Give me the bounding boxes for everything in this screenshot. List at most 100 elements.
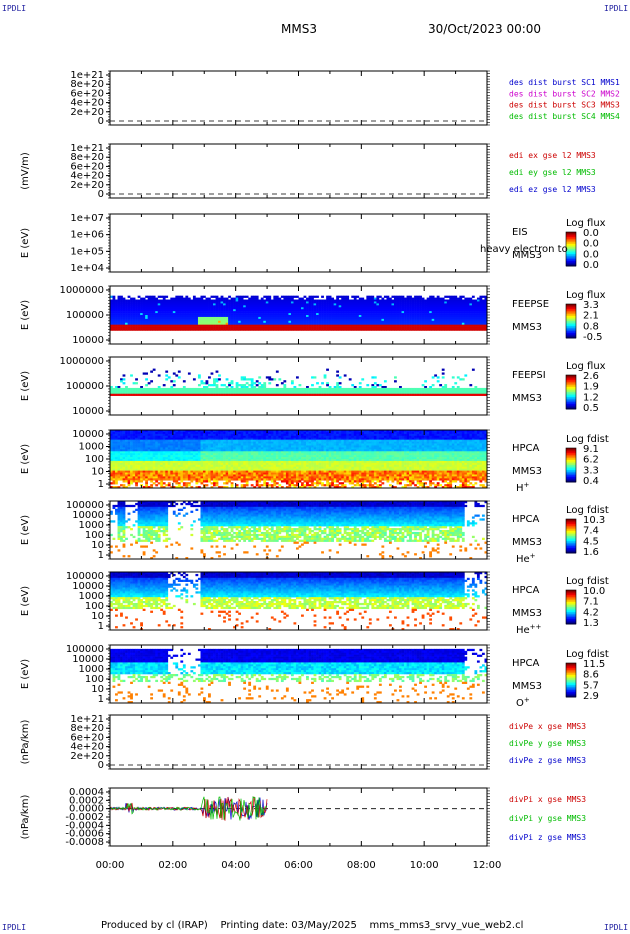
panel-divpi-legend-2: divPi z gse MMS3: [509, 833, 586, 842]
panel-hpca-he-ytick-label: 100: [85, 530, 104, 541]
panel-hpca-h-cbar-cell: [566, 480, 576, 483]
panel-feepse-cbar-tick: 2.1: [583, 311, 599, 322]
panel-edi-e-ytick-label: 6e+20: [70, 161, 104, 172]
panel-feepse-cbar-cell: [566, 304, 576, 307]
panel-feepsi-cbar-title: Log flux: [566, 361, 606, 372]
panel-hpca-h-instrument: HPCA: [512, 443, 540, 454]
panel-hpca-he2-cbar-cell: [566, 590, 576, 593]
panel-hpca-h-cbar-cell: [566, 448, 576, 451]
panel-hpca-o-cbar-cell: [566, 691, 576, 695]
panel-eis-ytick-label: 1e+06: [70, 230, 104, 241]
panel-hpca-he-cbar-cell: [566, 519, 576, 522]
corner-label-br: IPDLI: [604, 923, 629, 932]
panel-feepse-cbar-tick: 0.8: [583, 321, 599, 332]
panel-hpca-h-ytick-label: 10: [91, 467, 104, 478]
panel-hpca-he2-cbar-cell: [566, 598, 576, 601]
panel-hpca-he2-cbar-title: Log fdist: [566, 576, 609, 587]
panel-feepsi-cbar-cell: [566, 381, 576, 384]
panel-eis-cbar-cell: [566, 242, 576, 245]
panel-feepsi-cbar-tick: 0.5: [583, 403, 599, 414]
panel-hpca-o-cbar-tick: 2.9: [583, 691, 599, 702]
panel-hpca-o-cbar-cell: [566, 680, 576, 683]
panel-edi-e-ytick-label: 2e+20: [70, 180, 104, 191]
panel-eis-cbar-cell: [566, 240, 576, 243]
panel-hpca-o-cbar-title: Log fdist: [566, 649, 609, 660]
x-tick-label: 06:00: [284, 860, 313, 871]
panel-hpca-h-cbar-cell: [566, 476, 576, 480]
panel-feepsi-cbar-cell: [566, 403, 576, 407]
spacecraft-title: MMS3: [281, 22, 317, 36]
panel-eis-cbar-cell: [566, 235, 576, 238]
panel-hpca-he2-spacecraft: MMS3: [512, 608, 542, 619]
panel-feepse-ylabel: E (eV): [20, 300, 31, 330]
panel-feepsi-cbar-cell: [566, 386, 576, 390]
panel-hpca-o-ylabel: E (eV): [20, 659, 31, 689]
x-tick-label: 00:00: [96, 860, 125, 871]
panel-hpca-he2-ytick-label: 100: [85, 601, 104, 612]
panel-eis-cbar-cell: [566, 252, 576, 255]
panel-feepsi-cbar-tick: 2.6: [583, 371, 599, 382]
panel-feepse-cbar-cell: [566, 312, 576, 315]
panel-eis-cbar-cell: [566, 259, 576, 262]
panel-feepsi-cbar-cell: [566, 383, 576, 386]
panel-eis-cbar-cell: [566, 232, 576, 235]
panel-divpi-ytick-label: -0.0004: [65, 820, 104, 831]
panel-hpca-he-cbar-cell: [566, 549, 576, 552]
panel-hpca-he-cbar-cell: [566, 544, 576, 547]
panel-feepse-ytick-label: 100000: [66, 310, 104, 321]
panel-eis-frame: [109, 213, 488, 273]
panel-feepsi-cbar-cell: [566, 393, 576, 396]
panel-des-dist-ytick-label: 4e+20: [70, 98, 104, 109]
panel-hpca-o-cbar-cell: [566, 683, 576, 686]
panel-divpi-legend-1: divPi y gse MMS3: [509, 814, 586, 823]
panel-hpca-o-ytick-label: 100000: [66, 644, 104, 655]
panel-hpca-he2-cbar-tick: 7.1: [583, 597, 599, 608]
panel-hpca-o-spacecraft: MMS3: [512, 681, 542, 692]
panel-feepse-cbar-cell: [566, 334, 576, 337]
panel-des-dist-legend-3: des dist burst SC4 MMS4: [509, 112, 620, 121]
panel-des-dist-legend-0: des dist burst SC1 MMS1: [509, 78, 620, 87]
date-title: 30/Oct/2023 00:00: [428, 22, 542, 36]
panel-hpca-o-cbar-cell: [566, 695, 576, 698]
panel-hpca-he-cbar-cell: [566, 530, 576, 534]
panel-hpca-he-cbar-tick: 1.6: [583, 547, 599, 558]
panel-hpca-he-cbar-cell: [566, 536, 576, 539]
panel-hpca-h-cbar-cell: [566, 451, 576, 454]
panel-hpca-he-cbar-cell: [566, 547, 576, 551]
panel-feepsi-cbar-tick: 1.9: [583, 382, 599, 393]
panel-hpca-he2-cbar-frame: [565, 589, 577, 625]
panel-divpe-legend-0: divPe x gse MMS3: [509, 722, 586, 731]
panel-hpca-he2-ytick-label: 100000: [66, 571, 104, 582]
panel-hpca-he2-cbar-cell: [566, 595, 576, 598]
x-tick-label: 08:00: [347, 860, 376, 871]
panel-eis-cbar-cell: [566, 255, 576, 258]
panel-feepse-cbar-cell: [566, 321, 576, 324]
panel-feepsi-cbar-cell: [566, 388, 576, 391]
panel-edi-e-ytick-label: 8e+20: [70, 152, 104, 163]
panel-hpca-o-heat: [110, 648, 488, 704]
panel-feepsi-cbar-cell: [566, 405, 576, 408]
panel-edi-e-ytick-label: 1e+21: [70, 143, 104, 154]
panel-hpca-he2-cbar-cell: [566, 608, 576, 611]
panel-divpe-legend-1: divPe y gse MMS3: [509, 739, 586, 748]
panel-feepsi-cbar-cell: [566, 407, 576, 410]
panel-hpca-h-cbar-title: Log fdist: [566, 434, 609, 445]
panel-hpca-h-cbar-tick: 3.3: [583, 465, 599, 476]
panel-hpca-h-cbar-frame: [565, 447, 577, 483]
panel-eis-cbar-frame: [565, 231, 577, 267]
panel-divpe-frame: [109, 714, 488, 770]
panel-des-dist-ytick-label: 8e+20: [70, 79, 104, 90]
panel-hpca-he-cbar-cell: [566, 525, 576, 528]
panel-hpca-he-cbar-cell: [566, 551, 576, 554]
panel-divpi-ytick-label: 0.0002: [69, 795, 104, 806]
panel-hpca-he2-ytick-label: 1000: [79, 591, 104, 602]
panel-eis-instrument: EIS: [512, 227, 528, 238]
panel-feepsi-cbar-cell: [566, 400, 576, 403]
panel-des-dist-ytick-label: 0: [98, 116, 104, 127]
panel-hpca-he2-cbar-cell: [566, 622, 576, 625]
panel-feepsi-cbar-cell: [566, 397, 576, 400]
panel-eis-cbar-cell: [566, 238, 576, 241]
panel-edi-e-legend-1: edi ey gse l2 MMS3: [509, 168, 596, 177]
corner-label-tr: IPDLI: [604, 4, 629, 13]
panel-hpca-o-cbar-tick: 5.7: [583, 680, 599, 691]
